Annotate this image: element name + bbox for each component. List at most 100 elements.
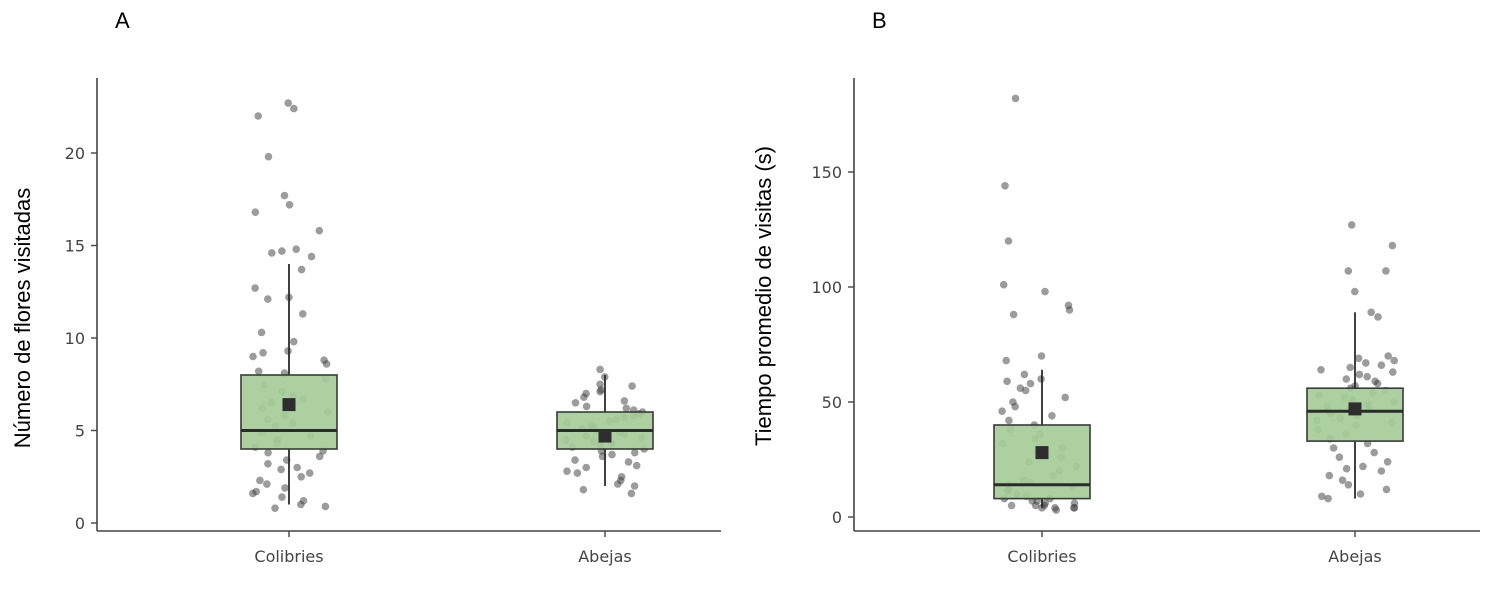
data-point (297, 473, 306, 481)
data-point (321, 502, 330, 511)
data-point (582, 463, 590, 472)
data-point (1373, 379, 1382, 388)
y-tick-label: 5 (75, 422, 85, 441)
y-tick-label: 100 (811, 278, 842, 297)
data-point (1335, 453, 1344, 462)
data-point (256, 476, 264, 485)
y-tick-label: 50 (822, 393, 842, 412)
data-point (998, 407, 1006, 416)
data-point (264, 448, 272, 457)
data-point (1383, 458, 1392, 466)
data-point (277, 465, 285, 474)
data-point (1001, 182, 1009, 190)
data-point (1344, 481, 1353, 489)
data-point (1009, 310, 1018, 319)
data-point (631, 448, 639, 457)
panel-b: B Tiempo promedio de visitas (s) 0 50 100 1… (751, 8, 1480, 566)
x-tick-label-colibries: Colibries (1007, 547, 1076, 566)
data-point (264, 152, 273, 161)
data-point (596, 365, 604, 374)
data-point (1356, 490, 1365, 498)
x-tick-label-abejas: Abejas (1328, 547, 1382, 566)
y-axis-label-a: Número de flores visitadas (10, 188, 35, 448)
data-point (1061, 393, 1069, 402)
data-point (630, 482, 639, 490)
data-point (297, 265, 306, 274)
iqr-box (240, 374, 338, 450)
data-point (622, 404, 631, 413)
y-tick-label: 20 (65, 144, 85, 163)
data-point (1041, 287, 1049, 296)
data-point (999, 280, 1008, 289)
data-point (1318, 492, 1326, 501)
data-point (254, 367, 263, 376)
data-point (1048, 412, 1056, 420)
data-point (608, 450, 616, 459)
data-point (1390, 356, 1398, 365)
mean-marker (598, 429, 612, 443)
data-point (1388, 241, 1397, 250)
data-point (571, 399, 580, 407)
data-point (1004, 237, 1013, 245)
x-tick-label-abejas: Abejas (578, 547, 632, 566)
data-point (1002, 356, 1010, 365)
data-point (620, 397, 629, 405)
data-point (1003, 377, 1011, 386)
y-axis-label-b: Tiempo promedio de visitas (s) (751, 146, 776, 446)
data-point (1363, 372, 1371, 381)
data-point (271, 504, 279, 512)
data-point (1020, 370, 1029, 379)
data-point (573, 469, 582, 477)
data-point (1342, 464, 1351, 473)
data-point (1389, 368, 1397, 376)
data-point (1370, 448, 1378, 457)
data-point (1007, 501, 1016, 510)
data-point (1384, 352, 1392, 360)
data-point (299, 310, 307, 318)
data-point (280, 191, 289, 200)
data-point (1382, 267, 1390, 275)
data-point (1011, 402, 1019, 411)
data-point (322, 360, 331, 368)
y-tick-label: 150 (811, 163, 842, 182)
data-point (1338, 476, 1347, 485)
data-point (257, 328, 266, 337)
data-point (563, 467, 571, 476)
data-point (1344, 267, 1353, 275)
data-point (284, 347, 292, 355)
data-point (268, 249, 276, 257)
y-tick-label: 0 (75, 514, 85, 533)
data-point (249, 352, 257, 361)
data-point (264, 460, 272, 468)
data-point (315, 452, 324, 461)
panel-label-b: B (872, 8, 887, 33)
data-point (582, 402, 591, 411)
data-point (1367, 308, 1375, 317)
data-point (1351, 287, 1359, 296)
data-point (1346, 363, 1354, 372)
data-point (1377, 361, 1386, 370)
data-point (1362, 359, 1370, 367)
data-point (614, 480, 622, 488)
data-point (251, 284, 259, 292)
data-point (1325, 471, 1334, 480)
data-point (1374, 313, 1382, 321)
data-point (627, 489, 636, 498)
data-point (281, 484, 289, 492)
mean-marker (1035, 446, 1049, 460)
data-point (293, 463, 302, 472)
y-tick-label: 0 (832, 508, 842, 527)
data-point (1359, 462, 1367, 471)
data-point (1031, 501, 1040, 510)
data-point (305, 469, 314, 477)
data-point (571, 456, 579, 464)
data-point (624, 458, 633, 466)
data-point (1317, 366, 1325, 374)
panel-a: A Número de flores visitadas 0 5 10 15 20 Co… (10, 8, 721, 566)
data-point (249, 489, 257, 498)
data-point (1342, 375, 1351, 383)
data-point (1065, 306, 1074, 314)
data-point (278, 493, 286, 501)
x-tick-label-colibries: Colibries (254, 547, 323, 566)
